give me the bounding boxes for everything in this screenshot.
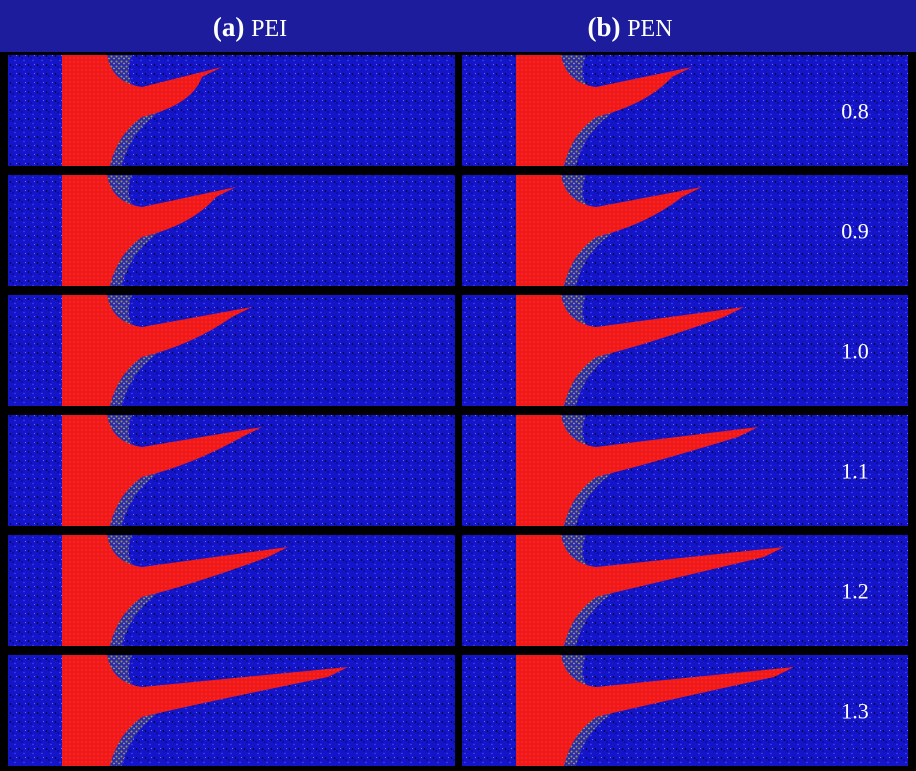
header-band	[0, 0, 916, 52]
column-name: PEN	[627, 16, 672, 42]
row-label: 1.1	[841, 459, 869, 484]
row-label: 1.3	[841, 699, 869, 724]
figure: (a) PEI (b) PEN 0.8 0.9 1.0 1.1 1.2 1.3	[0, 0, 916, 771]
column-label: (b)	[587, 12, 620, 42]
row-label: 1.0	[841, 339, 869, 364]
column-name: PEI	[251, 16, 287, 42]
row-label: 0.8	[841, 99, 869, 124]
column-header: (a) PEI	[213, 12, 287, 42]
row-label: 0.9	[841, 219, 869, 244]
row-label: 1.2	[841, 579, 869, 604]
column-header: (b) PEN	[587, 12, 672, 42]
column-label: (a)	[213, 12, 244, 42]
